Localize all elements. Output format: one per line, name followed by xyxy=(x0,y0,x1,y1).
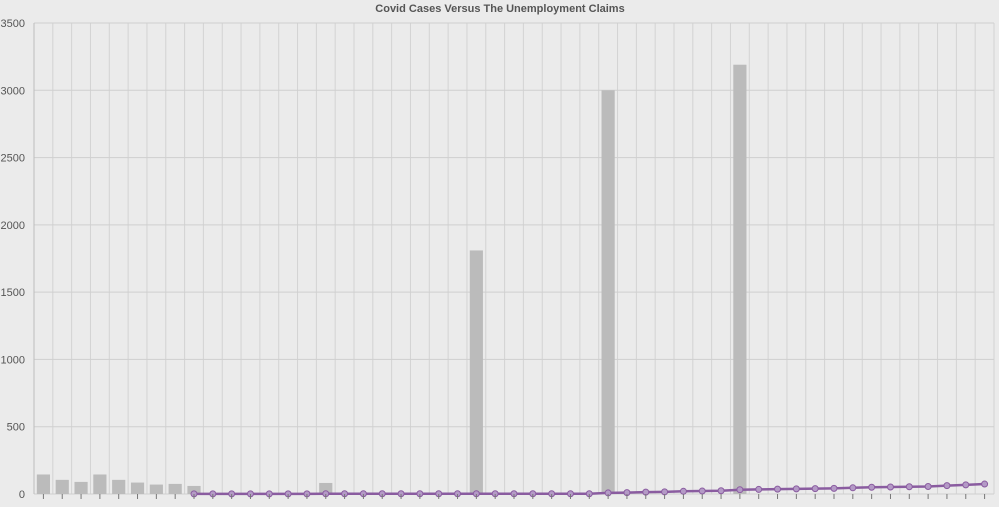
line-point xyxy=(849,484,857,492)
bar xyxy=(187,485,201,494)
vertical-gridlines xyxy=(33,23,995,494)
bar xyxy=(74,481,88,494)
line-point xyxy=(962,481,970,489)
line-point xyxy=(679,487,687,495)
line-point xyxy=(924,482,932,490)
chart-title: Covid Cases Versus The Unemployment Clai… xyxy=(375,3,624,15)
bar xyxy=(130,482,145,494)
y-tick-label: 1500 xyxy=(1,287,25,299)
x-axis-tick-marks xyxy=(42,494,986,499)
line-series xyxy=(190,480,989,498)
line-point xyxy=(736,486,744,494)
bar xyxy=(601,90,615,495)
y-tick-label: 3500 xyxy=(1,18,25,30)
line-point xyxy=(755,485,763,493)
line-point xyxy=(886,483,894,491)
line-point xyxy=(830,484,838,492)
bar xyxy=(112,479,126,494)
line-point xyxy=(868,483,876,491)
y-tick-label: 500 xyxy=(7,422,25,434)
y-tick-label: 2000 xyxy=(1,220,25,232)
line-point xyxy=(981,480,989,488)
y-tick-label: 3000 xyxy=(1,85,25,97)
bar xyxy=(319,482,333,494)
line-point xyxy=(698,487,706,495)
line-point xyxy=(792,485,800,493)
y-axis-tick-labels: 0 500 1000 1500 2000 2500 3000 3500 xyxy=(1,18,25,501)
bar xyxy=(93,474,107,494)
bar-series xyxy=(36,64,747,495)
y-tick-label: 0 xyxy=(19,489,25,501)
line-point xyxy=(943,482,951,490)
bar xyxy=(733,64,747,495)
bar xyxy=(149,484,163,494)
line-point xyxy=(717,487,725,495)
bar xyxy=(469,250,483,494)
y-tick-label: 2500 xyxy=(1,153,25,165)
line-point xyxy=(774,485,782,493)
bar xyxy=(36,474,50,494)
line-point xyxy=(905,483,913,491)
line-point xyxy=(661,488,669,496)
line-point xyxy=(811,485,819,493)
bar xyxy=(168,483,182,494)
y-tick-label: 1000 xyxy=(1,354,25,366)
bar xyxy=(55,479,69,494)
